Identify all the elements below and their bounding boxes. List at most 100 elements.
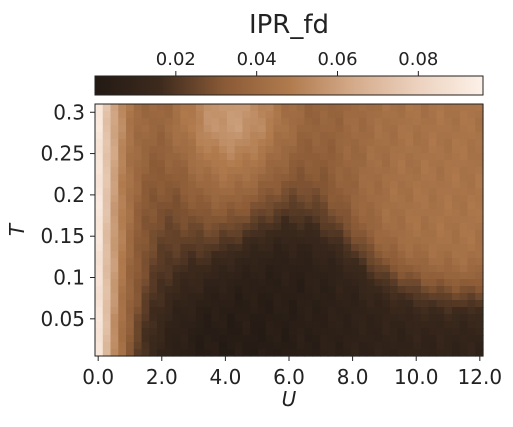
heatmap-cell [335,251,344,259]
heatmap-cell [250,216,259,224]
heatmap-cell [141,251,150,259]
heatmap-cell [451,265,461,273]
heatmap-cell [374,335,383,343]
heatmap-cell [304,349,313,357]
heatmap-cell [195,195,205,203]
heatmap-cell [343,160,352,168]
heatmap-cell [320,293,329,301]
heatmap-cell [351,181,360,189]
heatmap-cell [203,188,212,196]
heatmap-cell [133,139,143,147]
heatmap-cell [312,251,321,259]
heatmap-cell [405,272,414,280]
x-tick-label: 12.0 [458,365,503,389]
heatmap-cell [234,216,244,224]
heatmap-cell [234,181,244,189]
heatmap-cell [289,188,298,196]
heatmap-cell [281,195,290,203]
heatmap-cell [133,125,143,133]
heatmap-cell [133,349,143,357]
heatmap-cell [296,153,306,161]
heatmap-cell [195,118,205,126]
heatmap-cell [133,181,143,189]
heatmap-cell [296,342,306,350]
heatmap-cell [343,300,352,308]
heatmap-cell [157,237,166,245]
heatmap-cell [320,314,329,322]
heatmap-cell [374,244,383,252]
heatmap-cell [320,272,329,280]
heatmap-cell [358,125,368,133]
heatmap-cell [157,153,166,161]
heatmap-cell [327,244,337,252]
heatmap-cell [343,265,352,273]
x-tick-label: 0.0 [82,365,114,389]
heatmap-cell [405,181,414,189]
heatmap-cell [312,230,321,238]
heatmap-cell [296,237,306,245]
heatmap-cell [265,349,275,357]
heatmap-cell [358,244,368,252]
heatmap-cell [289,160,298,168]
heatmap-cell [157,328,166,336]
heatmap-cell [188,279,197,287]
heatmap-cell [211,286,220,294]
heatmap-cell [242,139,251,147]
heatmap-cell [389,349,399,357]
heatmap-cell [172,139,181,147]
heatmap-cell [172,258,181,266]
heatmap-cell [304,167,313,175]
heatmap-cell [102,300,112,308]
heatmap-cell [327,153,337,161]
heatmap-cell [118,111,127,119]
heatmap-cell [420,153,430,161]
heatmap-cell [451,335,461,343]
heatmap-cell [327,223,337,231]
heatmap-cell [397,160,406,168]
heatmap-cell [265,230,275,238]
heatmap-cell [351,237,360,245]
heatmap-cell [413,293,422,301]
heatmap-cell [149,195,158,203]
heatmap-cell [467,195,476,203]
heatmap-cell [320,174,329,182]
heatmap-cell [211,160,220,168]
heatmap-cell [413,272,422,280]
heatmap-cell [467,104,476,112]
heatmap-cell [95,111,104,119]
heatmap-cell [382,160,391,168]
heatmap-cell [180,216,189,224]
heatmap-cell [389,286,399,294]
heatmap-cell [180,335,189,343]
heatmap-cell [335,349,344,357]
heatmap-cell [219,132,228,140]
heatmap-cell [133,118,143,126]
heatmap-cell [459,230,469,238]
heatmap-cell [420,335,430,343]
heatmap-cell [397,223,406,231]
heatmap-cell [397,118,406,126]
heatmap-cell [366,237,375,245]
heatmap-cell [102,314,112,322]
heatmap-cell [273,335,282,343]
heatmap-cell [281,202,290,210]
heatmap-cell [141,139,150,147]
heatmap-cell [374,230,383,238]
heatmap-cell [133,286,143,294]
heatmap-cell [382,349,391,357]
heatmap-cell [436,125,445,133]
heatmap-cell [327,342,337,350]
heatmap-cell [327,251,337,259]
heatmap-cell [257,328,267,336]
heatmap-cell [312,307,321,315]
heatmap-cell [358,307,368,315]
heatmap-cell [180,153,189,161]
heatmap-cell [203,293,212,301]
heatmap-cell [211,230,220,238]
heatmap-cell [219,258,228,266]
heatmap-cell [118,272,127,280]
heatmap-cell [475,286,484,294]
heatmap-cell [436,335,445,343]
heatmap-cell [428,230,438,238]
heatmap-cell [289,321,298,329]
